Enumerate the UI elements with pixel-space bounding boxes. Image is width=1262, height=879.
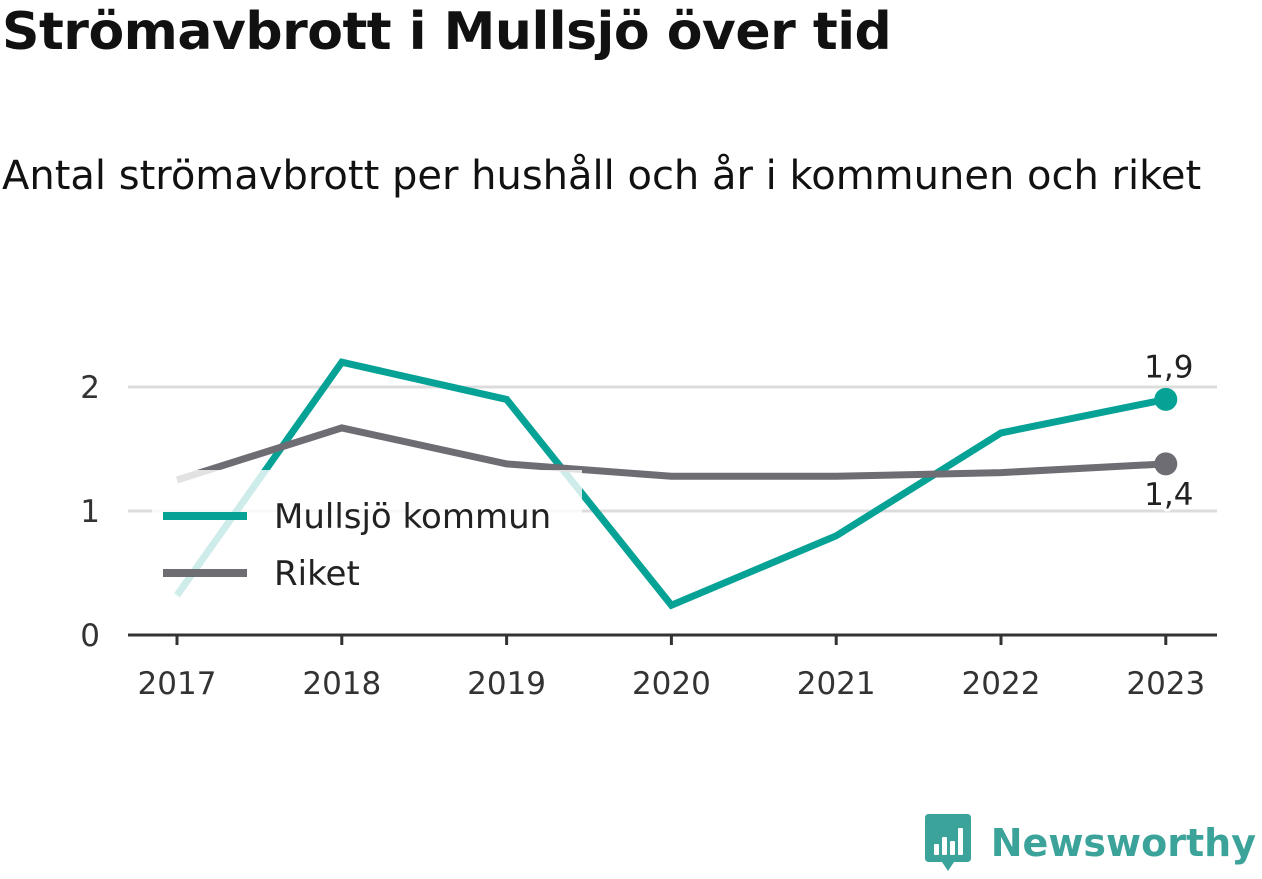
series-lines xyxy=(174,358,1178,610)
legend-label: Riket xyxy=(274,554,360,594)
end-value-label: 1,4 xyxy=(1144,477,1193,513)
x-tick-label: 2019 xyxy=(467,666,546,702)
y-tick-label: 1 xyxy=(80,494,100,530)
y-tick-label: 0 xyxy=(80,618,100,654)
end-value-label: 1,9 xyxy=(1144,349,1193,385)
data-labels: 1,9 1,4 xyxy=(1141,346,1196,515)
x-tick-label: 2023 xyxy=(1126,666,1205,702)
legend-backdrop xyxy=(152,470,582,602)
legend-label: Mullsjö kommun xyxy=(274,497,551,537)
x-tick-label: 2022 xyxy=(962,666,1041,702)
chart-title: Strömavbrott i Mullsjö över tid xyxy=(2,2,892,62)
brand: Newsworthy xyxy=(923,813,1256,873)
end-point-marker xyxy=(1154,387,1178,411)
x-tick-label: 2021 xyxy=(797,666,876,702)
x-tick-label: 2020 xyxy=(632,666,711,702)
x-axis: 2017 2018 2019 2020 2021 2022 2023 xyxy=(128,633,1217,702)
newsworthy-logo-icon xyxy=(924,814,971,871)
x-tick-label: 2017 xyxy=(138,666,217,702)
x-tick-label: 2018 xyxy=(302,666,381,702)
end-point-marker xyxy=(1154,452,1178,476)
legend: Mullsjö kommun Riket xyxy=(152,470,582,602)
y-tick-label: 2 xyxy=(80,370,100,406)
chart-subtitle: Antal strömavbrott per hushåll och år i … xyxy=(2,153,1202,199)
brand-name: Newsworthy xyxy=(990,821,1256,865)
